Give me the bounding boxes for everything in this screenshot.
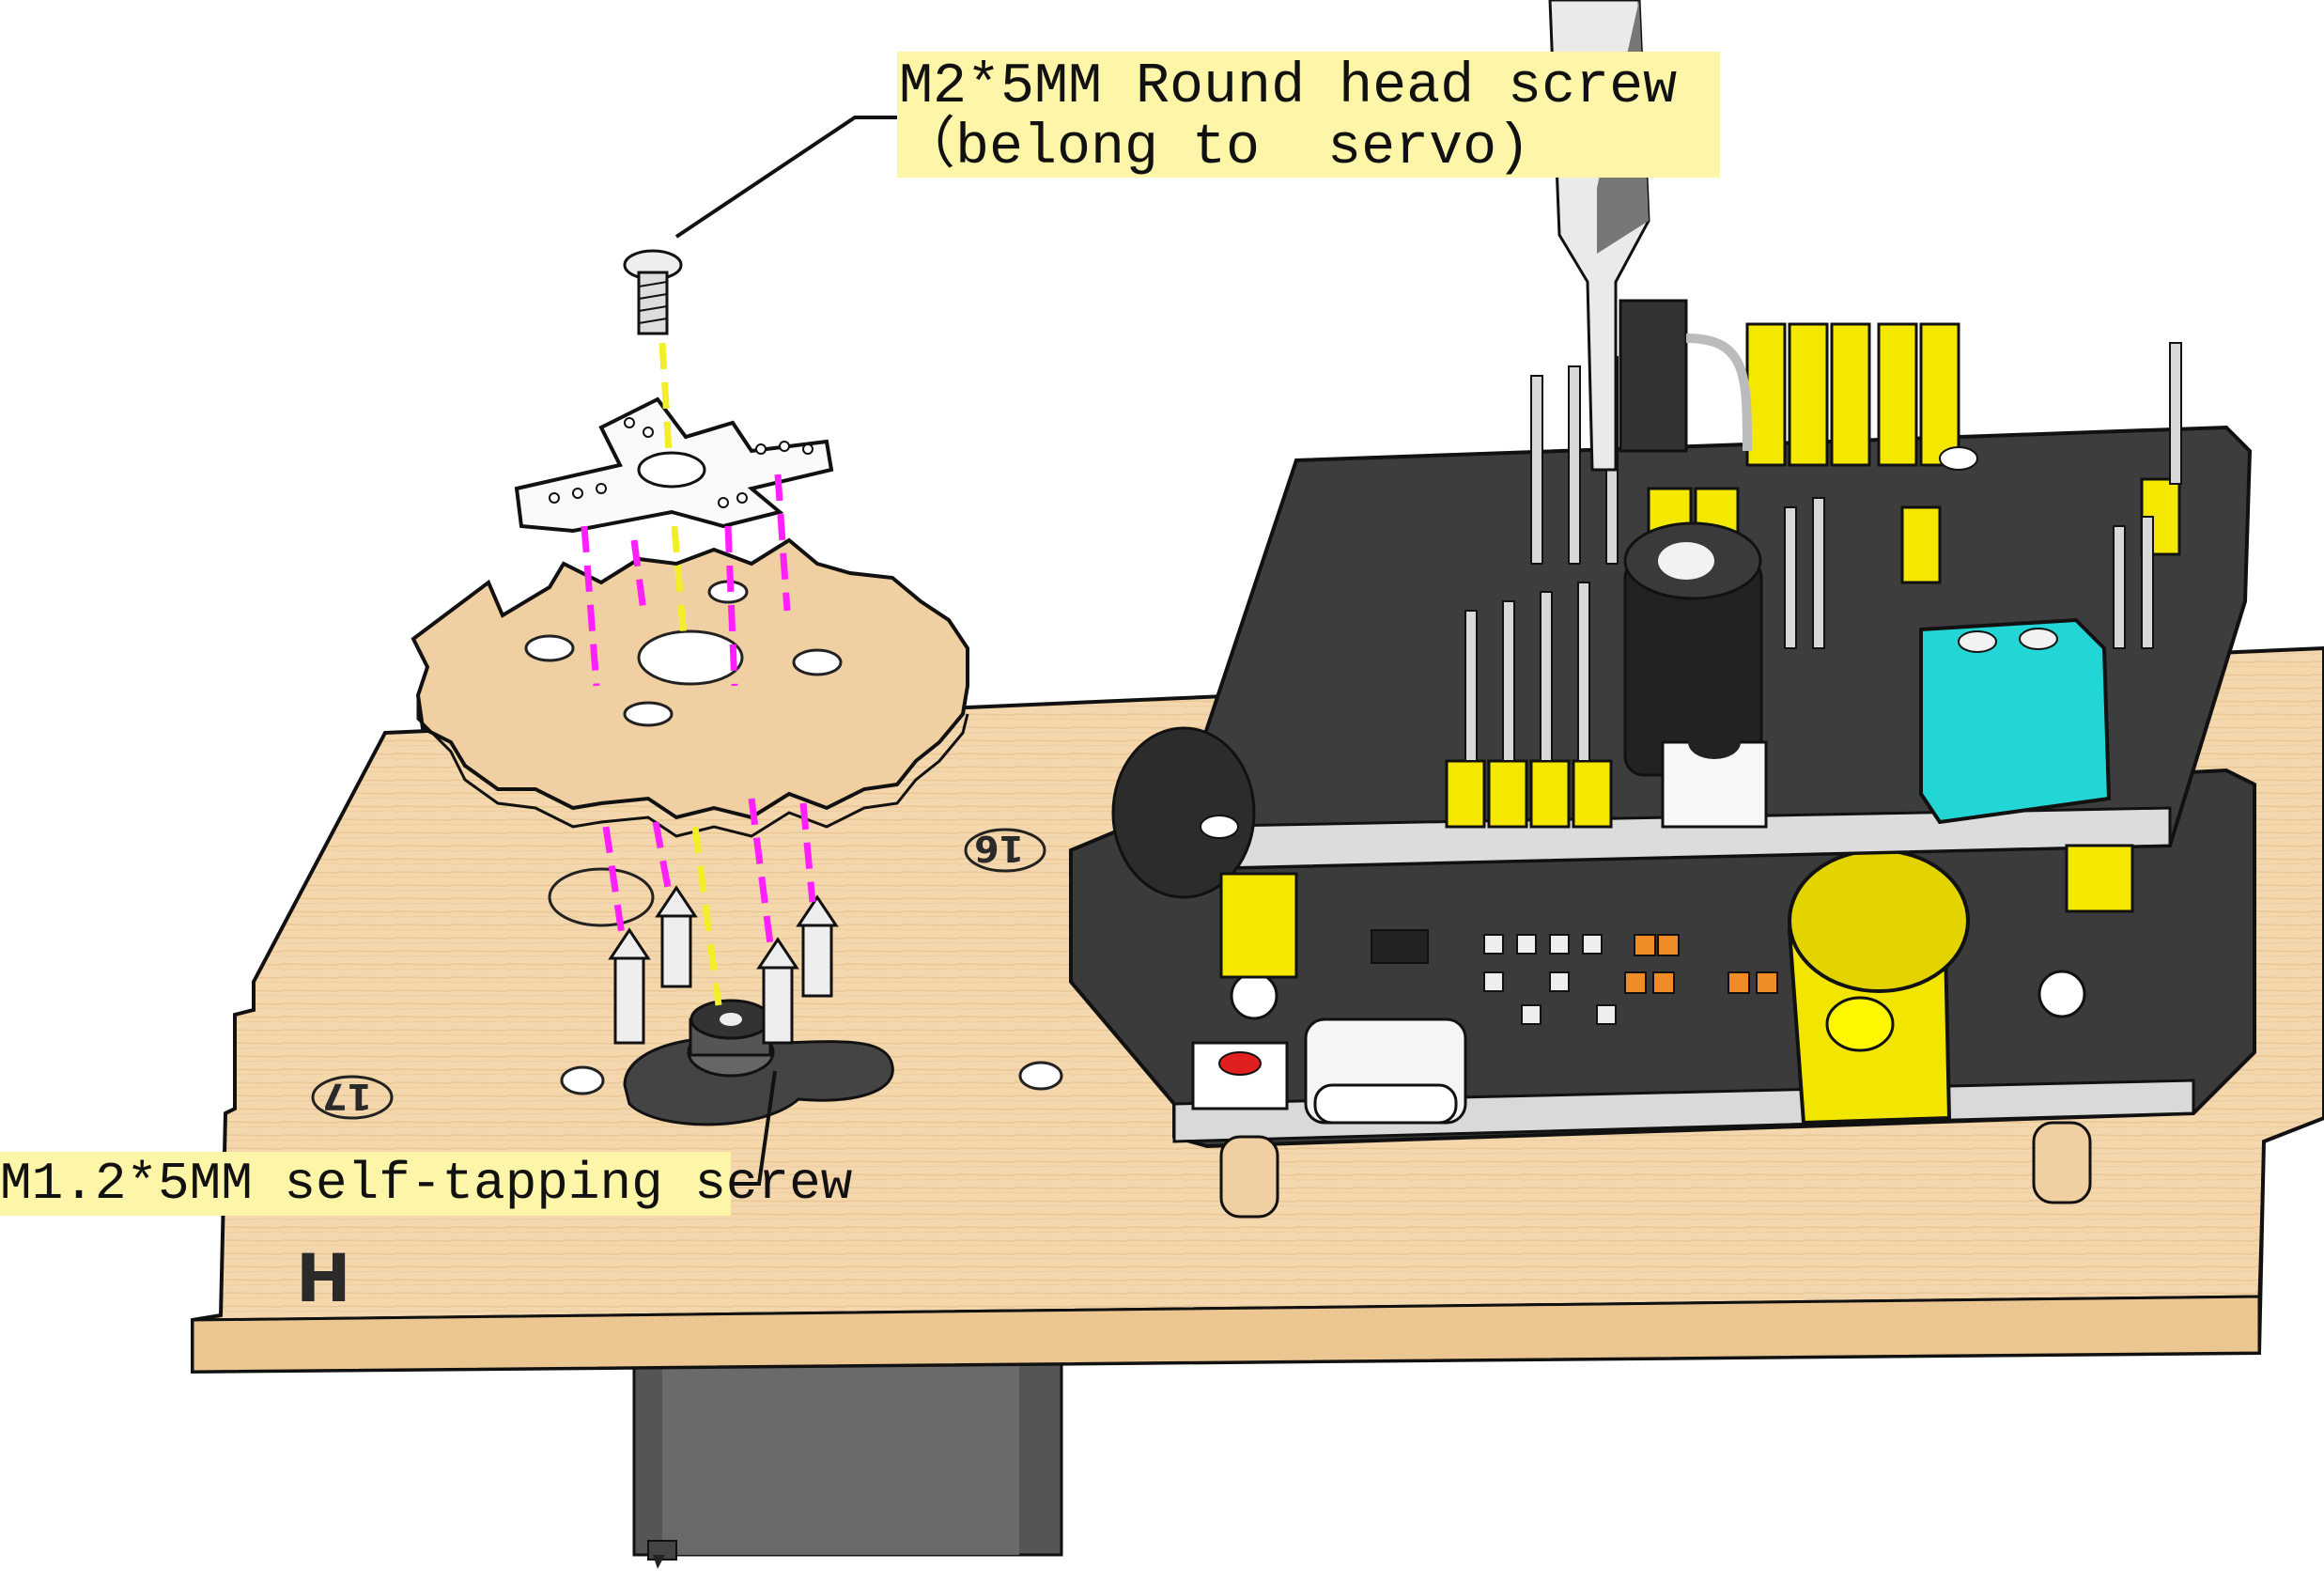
self-tapping-screw-callout: M1.2*5MM self-tapping screw xyxy=(0,1152,853,1216)
self-tapping-screws xyxy=(608,885,839,1045)
callout-top-line1: M2*5MM Round head screw xyxy=(899,55,1678,119)
controller-board xyxy=(1069,768,2256,1219)
board-mark-16: 16 xyxy=(964,828,1046,873)
servo-output-base xyxy=(623,999,894,1126)
svg-text:16: 16 xyxy=(974,828,1024,869)
magenta-guide-lines xyxy=(581,474,816,945)
cross-servo-horn xyxy=(514,396,834,534)
board-mark-17: 17 xyxy=(311,1075,394,1120)
svg-text:17: 17 xyxy=(322,1076,372,1117)
round-head-screw xyxy=(623,249,683,335)
servo-body xyxy=(632,1351,1063,1569)
callout-leaders xyxy=(674,116,897,1186)
yellow-guide-lines xyxy=(658,342,722,1006)
board-screws xyxy=(548,867,1063,1095)
callout-top-line2: （belong to servo) xyxy=(899,116,1531,180)
servo-shield-board xyxy=(1111,322,2253,979)
svg-text:H: H xyxy=(296,1240,351,1317)
round-head-screw-callout: M2*5MM Round head screw （belong to servo) xyxy=(897,52,1720,180)
board-mark-h: H xyxy=(296,1240,351,1317)
